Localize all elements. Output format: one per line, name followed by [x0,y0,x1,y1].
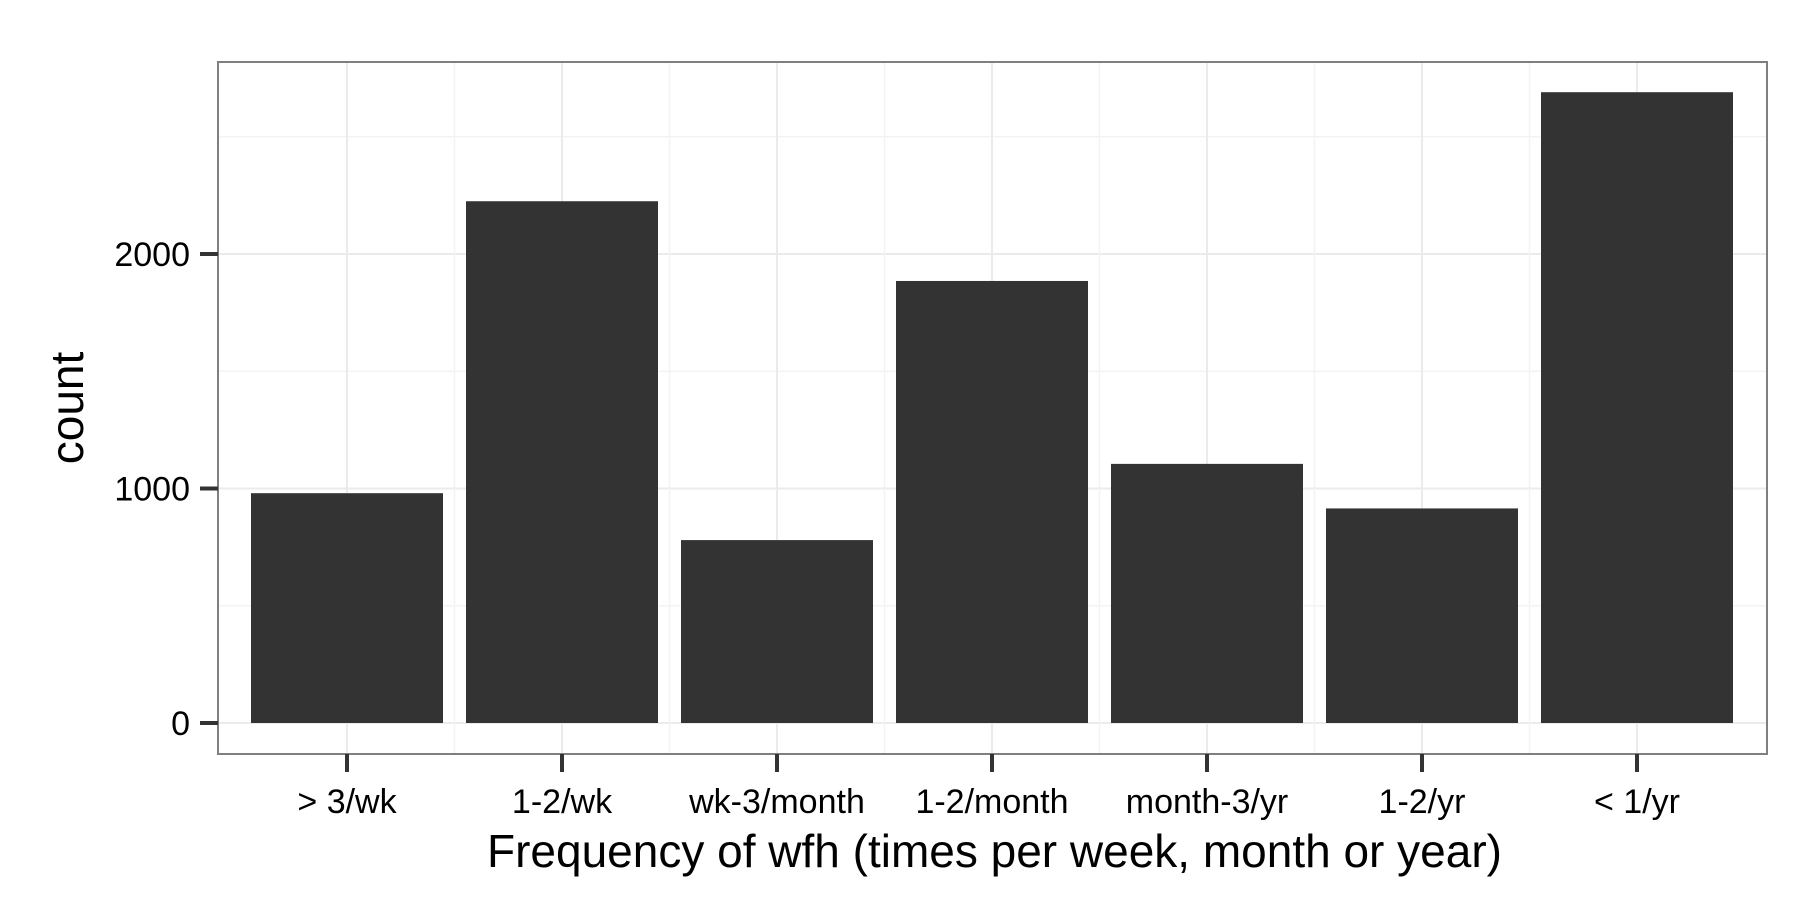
bar [896,280,1088,723]
x-tick-label: > 3/wk [297,783,397,821]
x-tick-label: month-3/yr [1126,783,1289,821]
bar [681,540,873,723]
x-tick-label: 1-2/month [915,783,1068,821]
bar [251,493,443,723]
bar [1111,463,1303,723]
x-tick-label: < 1/yr [1594,783,1680,821]
bars [251,92,1733,724]
y-tick-label: 0 [171,705,190,743]
y-tick-labels: 0 1000 2000 [114,236,190,743]
x-tick-label: wk-3/month [688,783,865,821]
x-axis-title: Frequency of wfh (times per week, month … [487,825,1502,877]
bar [1541,92,1733,723]
y-tick-label: 1000 [114,471,190,509]
x-tick-label: 1-2/yr [1379,783,1466,821]
y-tick-label: 2000 [114,236,190,274]
bar [1326,508,1518,723]
x-tick-labels: > 3/wk 1-2/wk wk-3/month 1-2/month month-3/y… [297,783,1680,821]
axis-ticks [200,252,1639,772]
bar [466,201,658,724]
y-axis-title: count [41,352,93,465]
x-tick-label: 1-2/wk [512,783,613,821]
